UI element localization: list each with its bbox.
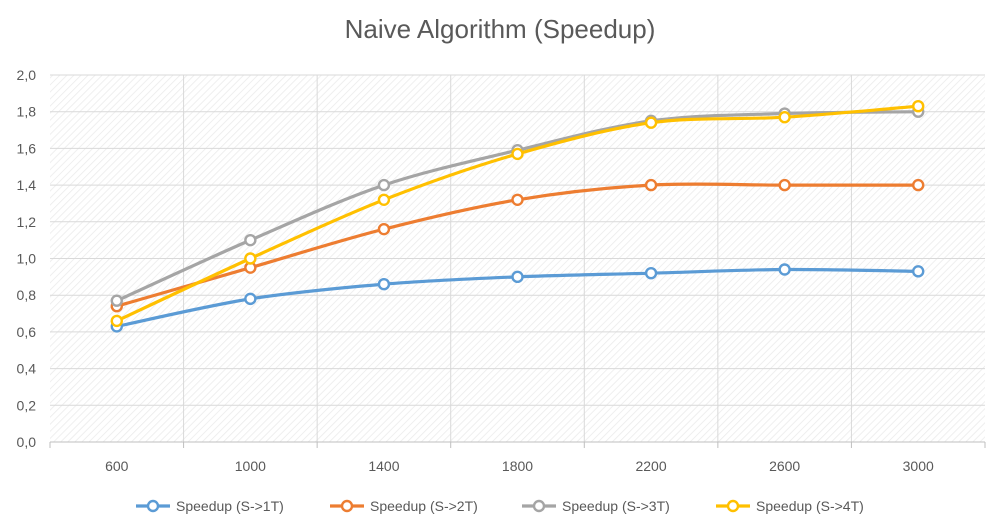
data-point	[244, 252, 257, 265]
chart-title: Naive Algorithm (Speedup)	[344, 14, 656, 44]
data-point	[244, 292, 257, 306]
x-tick-label: 1400	[368, 458, 399, 474]
y-tick-label: 0,0	[17, 434, 37, 450]
y-tick-label: 0,6	[17, 324, 37, 340]
data-point	[511, 193, 524, 206]
legend-label: Speedup (S->1T)	[176, 498, 284, 514]
y-tick-label: 0,8	[17, 287, 37, 303]
y-tick-label: 1,6	[17, 140, 37, 156]
y-tick-label: 1,8	[17, 104, 37, 120]
y-tick-label: 1,0	[17, 251, 37, 267]
data-point	[644, 116, 658, 129]
y-tick-label: 2,0	[17, 67, 37, 83]
data-point	[511, 270, 524, 284]
y-tick-label: 0,2	[17, 397, 37, 413]
data-point	[377, 222, 391, 236]
data-point	[377, 277, 391, 291]
x-tick-label: 600	[105, 458, 129, 474]
legend-label: Speedup (S->3T)	[562, 498, 670, 514]
series-1	[110, 263, 925, 333]
x-tick-label: 3000	[903, 458, 934, 474]
data-point	[778, 263, 791, 276]
legend-swatch-marker	[146, 499, 160, 513]
x-tick-label: 2600	[769, 458, 800, 474]
data-point	[912, 99, 925, 113]
x-tick-label: 1800	[502, 458, 533, 474]
x-tick-label: 1000	[235, 458, 266, 474]
series-4	[110, 99, 925, 328]
data-point	[377, 178, 391, 192]
y-tick-label: 1,4	[17, 177, 37, 193]
legend-item: Speedup (S->3T)	[522, 498, 670, 514]
legend-swatch-marker	[532, 499, 546, 513]
legend-item: Speedup (S->2T)	[330, 498, 478, 514]
data-point	[778, 111, 791, 124]
data-point	[244, 233, 257, 247]
legend-swatch-marker	[726, 499, 740, 513]
data-point	[778, 178, 791, 192]
data-point	[644, 266, 658, 280]
data-point	[912, 178, 925, 192]
series-2	[110, 178, 925, 313]
x-tick-label: 2200	[635, 458, 666, 474]
data-point	[377, 193, 391, 206]
data-point	[110, 314, 123, 328]
data-point	[110, 294, 123, 307]
legend-item: Speedup (S->1T)	[136, 498, 284, 514]
y-tick-label: 1,2	[17, 214, 37, 230]
legend-item: Speedup (S->4T)	[716, 498, 864, 514]
data-point	[644, 178, 658, 192]
legend-swatch-marker	[340, 499, 354, 513]
data-point	[912, 265, 925, 278]
legend-label: Speedup (S->2T)	[370, 498, 478, 514]
y-tick-label: 0,4	[17, 361, 37, 377]
data-point	[511, 147, 524, 161]
legend-label: Speedup (S->4T)	[756, 498, 864, 514]
